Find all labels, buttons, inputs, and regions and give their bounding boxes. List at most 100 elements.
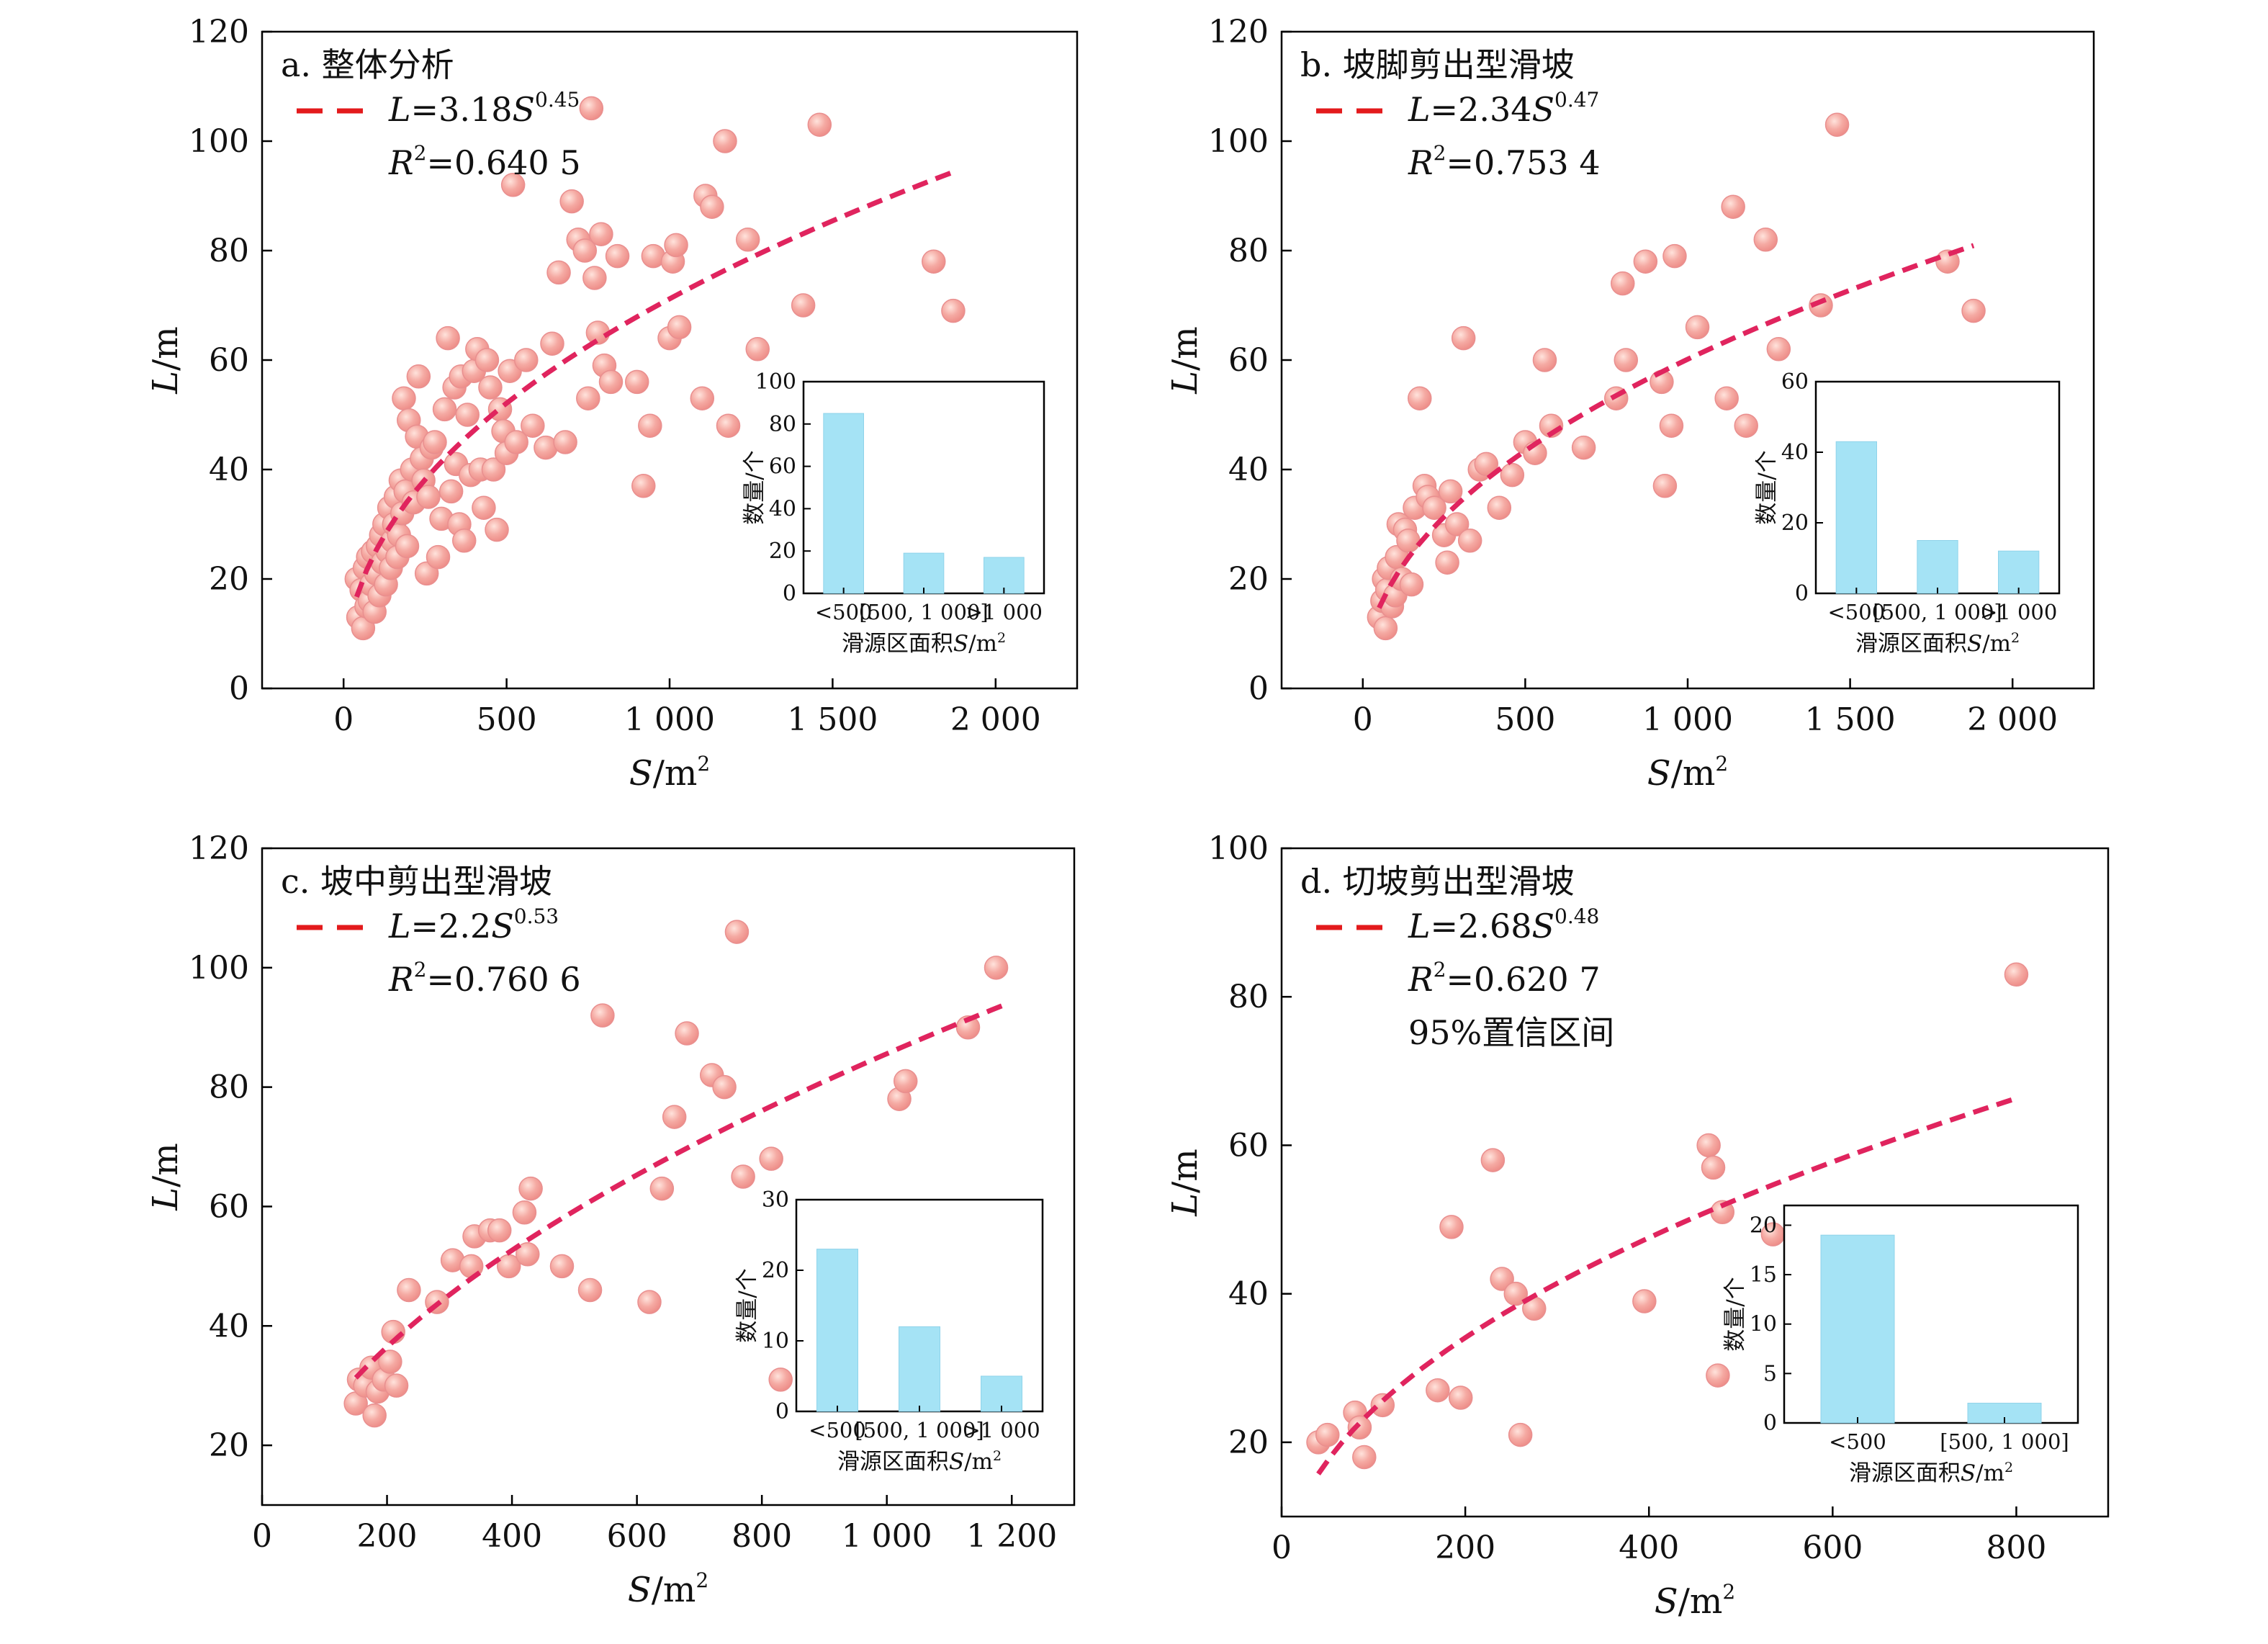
scatter-point bbox=[1632, 1289, 1657, 1313]
panel-title: a. 整体分析 bbox=[281, 45, 454, 84]
scatter-point bbox=[1633, 249, 1658, 274]
y-tick-label: 100 bbox=[1208, 123, 1269, 160]
scatter-point bbox=[662, 1105, 687, 1129]
scatter-point bbox=[559, 189, 584, 214]
scatter-point bbox=[1696, 1133, 1721, 1158]
x-tick-label: 600 bbox=[1802, 1530, 1863, 1566]
y-tick-label: 120 bbox=[189, 830, 249, 867]
inset-y-tick-label: 5 bbox=[1763, 1361, 1777, 1386]
scatter-point bbox=[521, 413, 545, 438]
scatter-point bbox=[1480, 1148, 1506, 1172]
scatter-point bbox=[1721, 194, 1745, 219]
scatter-point bbox=[516, 1242, 540, 1267]
chart-panel-b: 0 500 1 000 1 500 2 000 0 20 40 60 80 100 120 S/m2 L/… bbox=[1165, 14, 2095, 794]
scatter-point bbox=[478, 375, 503, 400]
scatter-point bbox=[1685, 315, 1710, 340]
inset-y-tick-label: 40 bbox=[1781, 440, 1809, 465]
inset-bar bbox=[816, 1249, 858, 1412]
scatter-point bbox=[1448, 1385, 1473, 1410]
scatter-point bbox=[518, 1176, 543, 1201]
inset-x-tick-label: >1 000 bbox=[963, 1418, 1040, 1442]
legend-equation: L=3.18S0.45 bbox=[388, 88, 580, 129]
x-tick-label: 1 000 bbox=[624, 701, 715, 738]
inset-bar bbox=[984, 557, 1025, 594]
scatter-point bbox=[712, 1074, 737, 1100]
scatter-point bbox=[745, 337, 770, 361]
scatter-point bbox=[423, 430, 447, 454]
y-axis-label: L/m bbox=[145, 1143, 186, 1211]
scatter-point bbox=[451, 529, 477, 553]
scatter-point bbox=[395, 534, 420, 559]
scatter-point bbox=[378, 1349, 402, 1374]
inset-x-tick-label: <500 bbox=[1829, 1429, 1886, 1454]
scatter-point bbox=[500, 173, 526, 197]
inset-x-tick-label: [500, 1 000] bbox=[1873, 600, 2002, 624]
x-tick-label: 1 000 bbox=[1642, 701, 1733, 738]
x-tick-label: 200 bbox=[1435, 1530, 1495, 1566]
y-tick-label: 40 bbox=[209, 1308, 249, 1344]
scatter-point bbox=[432, 397, 457, 422]
scatter-point bbox=[1614, 348, 1639, 372]
inset-x-axis-label: 滑源区面积S/m2 bbox=[842, 630, 1006, 657]
scatter-point bbox=[474, 348, 500, 372]
scatter-point bbox=[735, 228, 760, 252]
scatter-point bbox=[984, 956, 1009, 980]
y-tick-label: 80 bbox=[1228, 979, 1269, 1015]
inset-y-tick-label: 100 bbox=[755, 369, 796, 395]
x-tick-label: 800 bbox=[1986, 1530, 2046, 1566]
scatter-point bbox=[487, 1218, 512, 1243]
inset-bar bbox=[823, 413, 865, 594]
y-tick-label: 20 bbox=[209, 561, 249, 598]
legend-r2: R2=0.753 4 bbox=[1408, 141, 1601, 182]
scatter-point bbox=[540, 331, 564, 356]
scatter-point bbox=[1652, 474, 1678, 498]
scatter-point bbox=[1426, 1378, 1450, 1403]
scatter-point bbox=[893, 1069, 918, 1094]
inset-y-tick-label: 0 bbox=[1763, 1411, 1777, 1436]
inset-bar-chart: 0 20 40 60 80 100 <500[500, 1 000]>1 000 滑源区面积S… bbox=[742, 369, 1045, 657]
x-tick-label: 2 000 bbox=[1967, 701, 2058, 738]
scatter-point bbox=[768, 1367, 793, 1392]
scatter-point bbox=[1503, 1281, 1529, 1306]
scatter-point bbox=[716, 413, 741, 438]
y-tick-label: 100 bbox=[1208, 830, 1269, 867]
scatter-point bbox=[1701, 1155, 1726, 1180]
y-tick-label: 80 bbox=[209, 1069, 249, 1106]
inset-y-axis-label: 数量/个 bbox=[1722, 1277, 1748, 1351]
legend-r2: R2=0.760 6 bbox=[388, 958, 581, 999]
scatter-point bbox=[1500, 462, 1525, 488]
scatter-point bbox=[759, 1146, 783, 1171]
inset-x-tick-label: <500 bbox=[1828, 600, 1886, 624]
scatter-point bbox=[1571, 435, 1596, 460]
scatter-point bbox=[1352, 1445, 1377, 1470]
scatter-point bbox=[807, 112, 832, 137]
scatter-point bbox=[1347, 1415, 1372, 1440]
scatter-point bbox=[649, 1176, 675, 1201]
scatter-point bbox=[690, 386, 715, 410]
scatter-point bbox=[546, 260, 571, 285]
inset-y-tick-label: 10 bbox=[762, 1329, 789, 1354]
x-axis-label: S/m2 bbox=[629, 752, 710, 794]
scatter-point bbox=[362, 1403, 387, 1428]
scatter-point bbox=[481, 457, 506, 482]
inset-y-tick-label: 0 bbox=[775, 1399, 789, 1424]
scatter-point bbox=[1766, 337, 1791, 361]
inset-x-tick-label: <500 bbox=[815, 600, 873, 624]
inset-y-axis-label: 数量/个 bbox=[734, 1268, 760, 1342]
x-tick-label: 2 000 bbox=[950, 701, 1041, 738]
y-tick-label: 60 bbox=[1228, 1127, 1269, 1164]
x-tick-label: 0 bbox=[1272, 1530, 1292, 1566]
fit-curve bbox=[1316, 1095, 2017, 1475]
scatter-point bbox=[941, 298, 966, 323]
scatter-point bbox=[1532, 348, 1557, 372]
inset-bar bbox=[1820, 1234, 1895, 1424]
scatter-point bbox=[667, 315, 692, 340]
fit-curve bbox=[354, 1003, 1004, 1380]
scatter-point bbox=[504, 430, 528, 454]
inset-y-tick-label: 0 bbox=[1795, 581, 1809, 606]
scatter-point bbox=[577, 1277, 603, 1303]
x-tick-label: 500 bbox=[1495, 701, 1555, 738]
scatter-point bbox=[579, 96, 604, 121]
